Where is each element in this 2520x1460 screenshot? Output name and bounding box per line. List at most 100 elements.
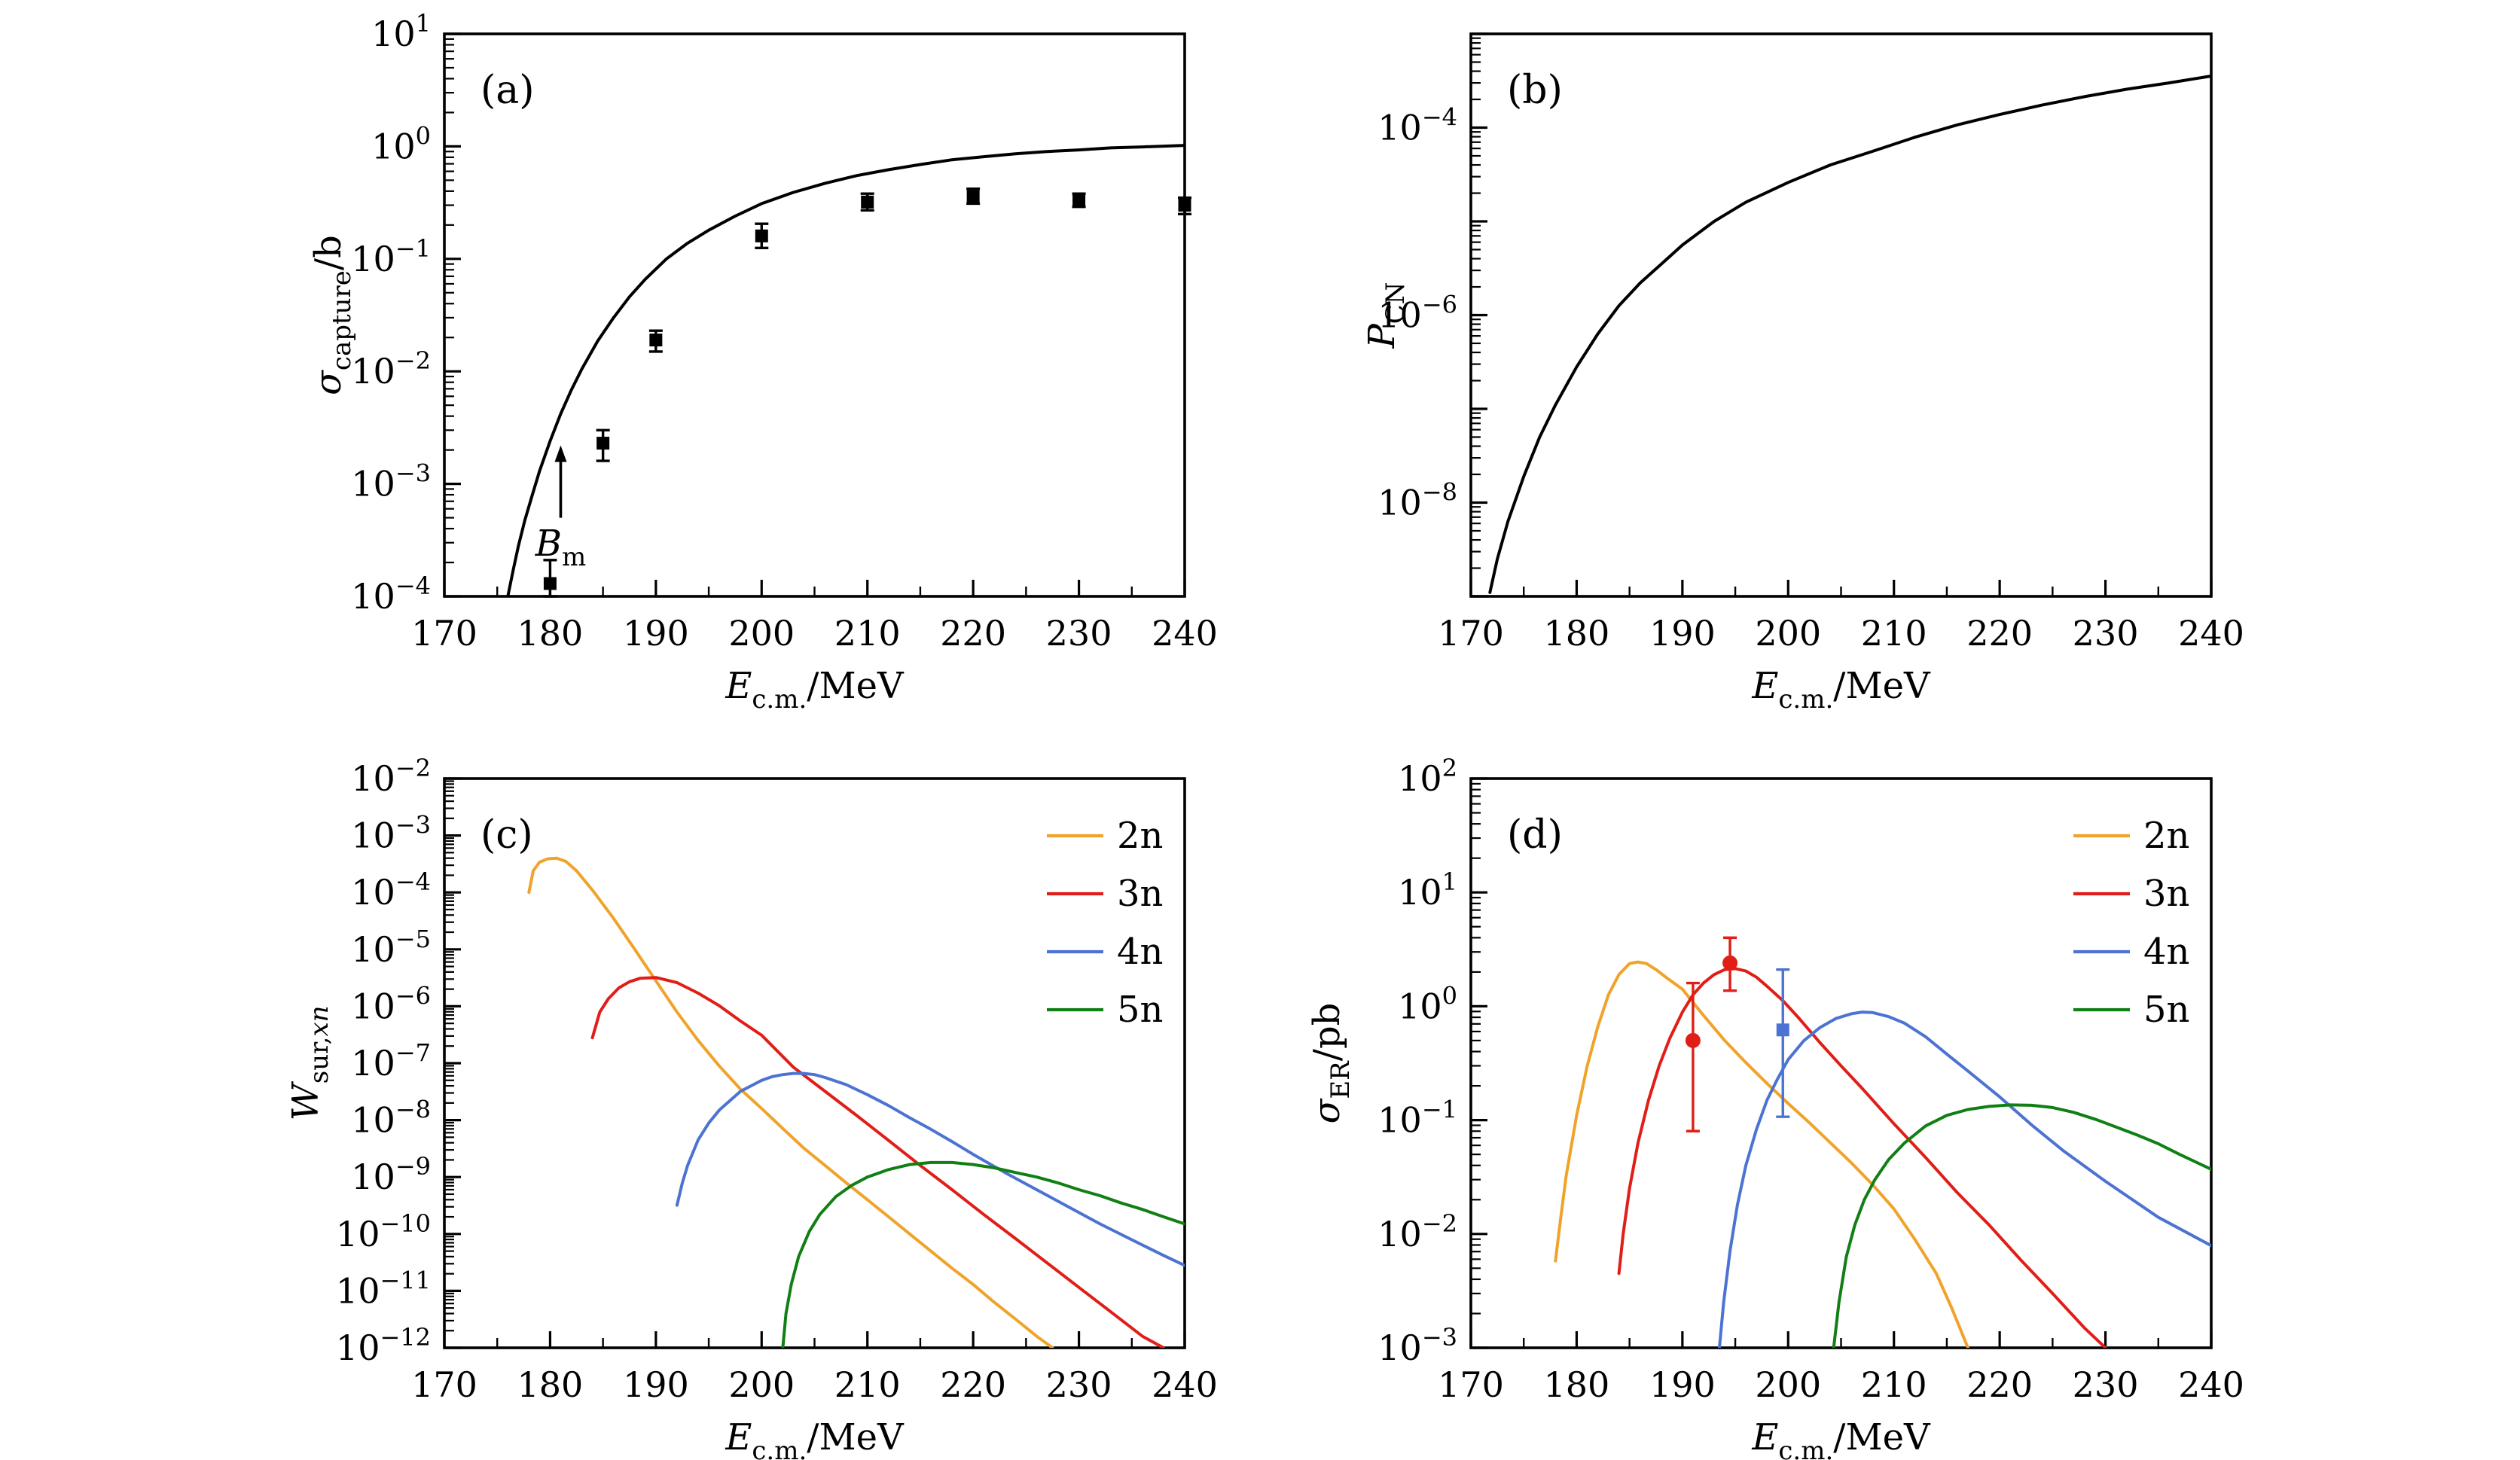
x-tick-label: 190 xyxy=(623,1364,689,1405)
legend-label-3n: 3n xyxy=(2143,873,2189,915)
y-tick-label: 10−8 xyxy=(1377,478,1457,523)
panel-tag-b: (b) xyxy=(1507,68,1563,113)
x-tick-label: 170 xyxy=(1438,1364,1504,1405)
y-tick-label: 10−2 xyxy=(351,754,431,799)
y-tick-label: 101 xyxy=(1398,867,1457,913)
legend-c: 2n 3n 4n 5n xyxy=(1047,815,1163,1031)
axes-c: 170 180 190 200 210 220 230 240 10−12 10−11 10−10 1… xyxy=(336,754,1218,1405)
panel-c: 170 180 190 200 210 220 230 240 10−12 10−11 10−10 1… xyxy=(285,754,1218,1460)
legend-label-2n: 2n xyxy=(1117,815,1163,857)
y-tick-label: 10−8 xyxy=(351,1096,431,1141)
legend-d: 2n 3n 4n 5n xyxy=(2073,815,2189,1031)
experimental-3n xyxy=(1685,936,1738,1132)
y-tick-label: 10−12 xyxy=(336,1323,431,1368)
axes-d: 170 180 190 200 210 220 230 240 10−3 10−2 10−1 100 1… xyxy=(1377,754,2244,1405)
series-fusion-probability xyxy=(1488,75,2211,594)
series-group-a xyxy=(506,144,1185,596)
y-tick-label: 10−1 xyxy=(351,234,431,279)
plot-frame-d xyxy=(1469,777,2213,1349)
x-tick-label: 180 xyxy=(1544,613,1610,654)
x-tick-label: 240 xyxy=(2178,1364,2244,1405)
x-tick-label: 230 xyxy=(2073,1364,2139,1405)
series-group-b xyxy=(1488,75,2211,594)
y-tick-label: 10−9 xyxy=(351,1152,431,1197)
x-tick-label: 230 xyxy=(2073,613,2139,654)
data-point-square xyxy=(861,195,874,209)
experimental-capture xyxy=(543,187,1191,598)
y-tick-label: 10−11 xyxy=(336,1266,431,1311)
bm-label: Bm xyxy=(535,523,587,572)
x-tick-label: 210 xyxy=(834,613,901,654)
x-tick-label: 240 xyxy=(1152,613,1218,654)
x-tick-label: 220 xyxy=(1966,613,2033,654)
experimental-4n xyxy=(1776,968,1790,1118)
x-tick-label: 220 xyxy=(1966,1364,2033,1405)
legend-label-2n: 2n xyxy=(2143,815,2189,857)
series-5n xyxy=(1832,1103,2211,1348)
x-tick-label: 230 xyxy=(1046,1364,1112,1405)
data-point-circle xyxy=(1722,955,1738,971)
series-5n xyxy=(781,1160,1185,1348)
x-tick-label: 200 xyxy=(1755,1364,1821,1405)
x-tick-label: 170 xyxy=(1438,613,1504,654)
series-group-d xyxy=(1554,960,2211,1348)
y-tick-label: 101 xyxy=(371,9,431,54)
axes-b: 170 180 190 200 210 220 230 240 10−8 10−6 10−4 xyxy=(1377,32,2244,654)
plot-frame-a xyxy=(443,32,1186,598)
y-axis-label-d: σER/pb xyxy=(1306,1003,1356,1124)
series-3n xyxy=(590,976,1165,1348)
series-2n xyxy=(1554,960,1969,1348)
x-tick-label: 200 xyxy=(728,613,795,654)
y-tick-label: 10−3 xyxy=(1377,1323,1457,1368)
data-point-square xyxy=(596,437,610,450)
y-tick-label: 10−4 xyxy=(351,572,431,617)
x-tick-label: 190 xyxy=(1649,613,1716,654)
legend-label-4n: 4n xyxy=(1117,931,1163,973)
y-tick-label: 10−3 xyxy=(351,811,431,856)
y-tick-label: 10−7 xyxy=(351,1038,431,1084)
x-tick-label: 240 xyxy=(2178,613,2244,654)
x-tick-label: 190 xyxy=(623,613,689,654)
y-tick-label: 10−10 xyxy=(336,1209,431,1254)
plot-frame-b xyxy=(1469,32,2213,598)
y-tick-label: 100 xyxy=(1398,981,1457,1026)
y-axis-label-b: PCN xyxy=(1361,282,1411,349)
x-axis-label-a: Ec.m./MeV xyxy=(725,665,905,715)
y-tick-label: 10−6 xyxy=(1377,291,1457,336)
y-axis-label-a: σcapture/b xyxy=(307,235,357,395)
panel-d: 170 180 190 200 210 220 230 240 10−3 10−2 10−1 100 1… xyxy=(1306,754,2244,1460)
y-tick-label: 10−4 xyxy=(351,867,431,913)
x-axis-label-d: Ec.m./MeV xyxy=(1751,1416,1931,1460)
legend-label-5n: 5n xyxy=(1117,989,1163,1031)
x-tick-label: 180 xyxy=(517,613,584,654)
y-tick-label: 10−3 xyxy=(351,459,431,504)
legend-label-5n: 5n xyxy=(2143,989,2189,1031)
y-tick-label: 100 xyxy=(371,121,431,166)
y-tick-label: 10−4 xyxy=(1377,103,1457,148)
x-tick-label: 220 xyxy=(940,1364,1006,1405)
x-tick-label: 200 xyxy=(728,1364,795,1405)
x-tick-label: 170 xyxy=(411,1364,477,1405)
x-tick-label: 180 xyxy=(1544,1364,1610,1405)
y-tick-label: 10−5 xyxy=(351,925,431,970)
data-point-square xyxy=(755,229,768,242)
y-axis-label-c: Wsur,xn xyxy=(285,1005,334,1120)
legend-label-4n: 4n xyxy=(2143,931,2189,973)
x-tick-label: 210 xyxy=(1861,613,1927,654)
data-point-square xyxy=(1178,199,1191,212)
data-point-circle xyxy=(1685,1032,1701,1048)
x-tick-label: 200 xyxy=(1755,613,1821,654)
axes-a: 170 180 190 200 210 220 230 240 10−4 10−3 10−2 10−1… xyxy=(351,9,1218,654)
data-point-square xyxy=(1072,194,1086,207)
panel-a: 170 180 190 200 210 220 230 240 10−4 10−3 10−2 10−1… xyxy=(307,9,1218,715)
panel-tag-d: (d) xyxy=(1507,812,1563,858)
x-axis-label-c: Ec.m./MeV xyxy=(725,1416,905,1460)
series-group-c xyxy=(527,856,1185,1348)
y-tick-label: 10−6 xyxy=(351,981,431,1026)
panel-b: 170 180 190 200 210 220 230 240 10−8 10−6 10−4 Ec.m… xyxy=(1361,32,2244,715)
x-tick-label: 190 xyxy=(1649,1364,1716,1405)
y-tick-label: 10−1 xyxy=(1377,1096,1457,1141)
series-3n xyxy=(1617,967,2107,1348)
data-point-square xyxy=(966,190,980,203)
